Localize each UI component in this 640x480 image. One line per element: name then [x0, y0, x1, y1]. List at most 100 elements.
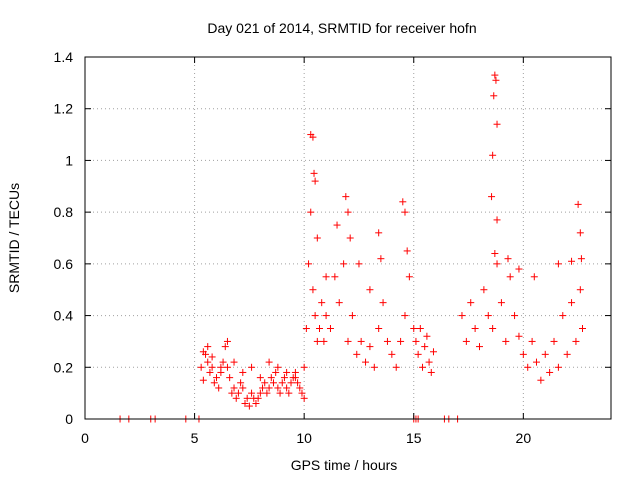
data-point — [425, 358, 433, 366]
data-point — [493, 120, 501, 128]
data-point — [476, 343, 483, 351]
data-point — [574, 200, 582, 208]
data-point — [484, 312, 492, 320]
data-point — [537, 376, 545, 384]
data-point — [550, 337, 558, 345]
data-point — [239, 368, 247, 376]
data-point — [410, 325, 418, 332]
x-axis-label: GPS time / hours — [291, 457, 398, 473]
data-point — [296, 384, 304, 392]
data-point — [274, 384, 282, 392]
data-point — [283, 368, 291, 376]
y-tick-label: 0 — [65, 411, 73, 427]
data-point — [342, 193, 350, 201]
data-point — [414, 350, 422, 358]
data-point — [340, 260, 348, 268]
data-point — [307, 208, 315, 216]
data-point — [252, 399, 260, 407]
data-point — [305, 260, 313, 268]
data-point — [254, 394, 262, 402]
data-point — [223, 363, 231, 371]
y-tick-labels: 0 0.2 0.4 0.6 0.8 1 1.2 1.4 — [54, 49, 74, 427]
y-tick-label: 1 — [65, 152, 73, 168]
data-point — [219, 358, 227, 366]
data-point — [416, 325, 424, 332]
data-point — [511, 312, 519, 320]
data-point — [326, 325, 334, 332]
data-point — [515, 265, 523, 273]
data-point — [199, 376, 207, 384]
y-axis-label: SRMTID / TECUs — [6, 183, 22, 293]
data-point — [228, 389, 236, 397]
data-point — [241, 399, 249, 407]
data-point — [309, 286, 317, 294]
data-point — [237, 379, 245, 387]
data-point — [267, 374, 275, 382]
data-point — [269, 379, 277, 387]
data-point — [210, 379, 218, 387]
data-point — [471, 325, 479, 332]
data-point — [554, 363, 562, 371]
data-point — [429, 348, 437, 356]
data-point — [480, 286, 488, 294]
data-point — [490, 92, 498, 100]
data-point — [502, 337, 510, 345]
data-point — [285, 389, 293, 397]
data-point — [489, 325, 497, 332]
data-point — [421, 343, 429, 351]
data-point — [506, 273, 514, 281]
data-point — [399, 198, 407, 206]
data-point — [397, 337, 405, 345]
y-tick-label: 0.4 — [54, 308, 74, 324]
data-point — [497, 299, 505, 307]
data-point — [493, 260, 501, 268]
data-point — [287, 379, 295, 387]
data-point — [204, 358, 212, 366]
data-point — [370, 363, 378, 371]
data-point — [259, 384, 267, 392]
data-point — [265, 358, 273, 366]
data-points — [116, 71, 587, 423]
data-point — [392, 363, 400, 371]
data-point — [217, 363, 225, 371]
data-point — [541, 350, 549, 358]
data-point — [491, 71, 499, 79]
data-point — [423, 332, 431, 340]
x-tick-label: 15 — [406, 430, 422, 446]
data-point — [318, 299, 326, 307]
data-point — [265, 384, 273, 392]
data-point — [313, 337, 321, 345]
data-point — [278, 379, 286, 387]
data-point — [568, 299, 576, 307]
data-point — [248, 389, 256, 397]
data-point — [298, 389, 306, 397]
data-point — [294, 379, 302, 387]
data-point — [322, 273, 330, 281]
data-point — [530, 273, 538, 281]
data-point — [316, 325, 324, 332]
data-point — [230, 358, 238, 366]
data-point — [524, 363, 532, 371]
data-point — [272, 368, 280, 376]
data-point — [230, 384, 238, 392]
data-point — [401, 312, 409, 320]
data-point — [467, 299, 475, 307]
data-point — [491, 250, 499, 258]
data-point — [313, 234, 321, 242]
data-point — [204, 343, 212, 351]
data-point — [232, 394, 240, 402]
data-point — [261, 379, 269, 387]
data-point — [280, 374, 288, 382]
data-point — [322, 312, 330, 320]
data-point — [519, 350, 527, 358]
data-point — [383, 337, 391, 345]
data-point — [199, 348, 207, 356]
data-point — [458, 312, 466, 320]
y-tick-label: 0.6 — [54, 256, 74, 272]
data-point — [419, 363, 427, 371]
data-point — [427, 368, 435, 376]
x-tick-labels: 0 5 10 15 20 — [81, 430, 531, 446]
data-point — [311, 312, 319, 320]
data-point — [234, 389, 242, 397]
